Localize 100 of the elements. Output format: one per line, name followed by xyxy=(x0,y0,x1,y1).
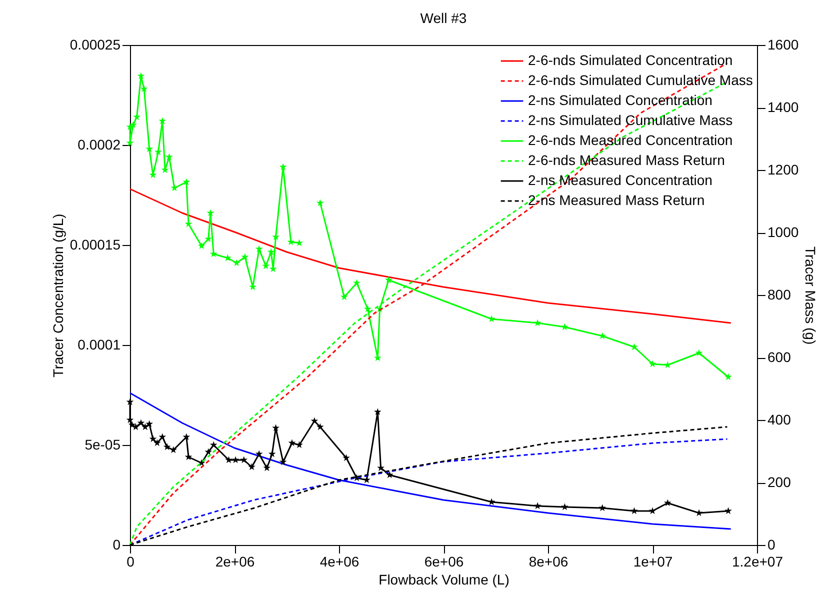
point xyxy=(353,279,360,286)
point xyxy=(232,259,240,266)
y2-tick-label: 1000 xyxy=(768,224,799,240)
point xyxy=(198,242,206,250)
chart-title: Well #3 xyxy=(420,10,467,26)
point xyxy=(166,153,173,160)
y2-tick-label: 1400 xyxy=(768,99,799,115)
x-tick-label: 1.2e+07 xyxy=(732,554,784,570)
y-tick-label: 0.00025 xyxy=(70,36,121,52)
legend-label: 2-ns Measured Mass Return xyxy=(528,192,705,208)
point xyxy=(534,502,542,510)
point xyxy=(153,439,161,446)
point xyxy=(141,423,149,430)
y-tick-label: 0.00015 xyxy=(70,236,121,252)
point xyxy=(184,453,192,460)
point xyxy=(182,178,190,186)
point xyxy=(267,248,275,256)
point xyxy=(279,458,287,466)
point xyxy=(241,253,249,260)
point xyxy=(561,323,568,330)
point xyxy=(224,254,232,262)
point xyxy=(664,361,672,368)
y2-tick-label: 1600 xyxy=(768,36,799,52)
point xyxy=(316,199,324,206)
point xyxy=(695,349,703,356)
y2-tick-label: 1200 xyxy=(768,162,799,178)
point xyxy=(225,456,232,464)
point xyxy=(129,121,137,128)
x-axis-title: Flowback Volume (L) xyxy=(378,572,510,588)
point xyxy=(272,424,280,432)
point xyxy=(534,319,542,326)
point xyxy=(137,72,145,80)
point xyxy=(598,332,606,340)
x-tick-label: 1e+07 xyxy=(633,554,673,570)
x-tick-label: 6e+06 xyxy=(424,554,464,570)
point xyxy=(374,408,382,416)
point xyxy=(342,454,350,462)
point xyxy=(630,507,638,514)
point xyxy=(163,443,171,450)
point xyxy=(724,373,732,380)
point xyxy=(268,450,276,458)
point xyxy=(262,262,270,270)
y-axis-title: Tracer Concentration (g/L) xyxy=(50,214,66,378)
point xyxy=(133,113,140,120)
x-tick-label: 0 xyxy=(126,554,135,570)
point xyxy=(210,441,218,448)
point xyxy=(170,184,178,192)
point xyxy=(255,245,263,252)
point xyxy=(149,435,157,442)
x-tick-label: 4e+06 xyxy=(320,554,360,570)
point xyxy=(206,209,214,216)
point xyxy=(630,343,638,350)
point xyxy=(182,433,190,440)
point xyxy=(140,85,148,92)
y2-tick-label: 600 xyxy=(768,349,792,365)
point xyxy=(279,163,287,170)
point xyxy=(137,419,145,426)
point xyxy=(340,293,348,300)
point xyxy=(158,117,166,124)
point xyxy=(561,503,568,510)
point xyxy=(316,423,324,430)
point xyxy=(664,499,672,506)
y2-tick-label: 0 xyxy=(768,536,776,552)
legend-label: 2-6-nds Simulated Cumulative Mass xyxy=(528,72,753,88)
point xyxy=(310,417,318,424)
point xyxy=(146,145,154,152)
y-tick-label: 0 xyxy=(112,536,121,552)
y2-tick-label: 800 xyxy=(768,286,792,302)
point xyxy=(170,446,178,454)
legend-label: 2-6-nds Simulated Concentration xyxy=(528,52,733,68)
legend-label: 2-6-nds Measured Concentration xyxy=(528,132,733,148)
point xyxy=(158,433,166,440)
y-tick-label: 0.0002 xyxy=(78,136,121,152)
point xyxy=(248,463,256,470)
y2-axis-title: Tracer Mass (g) xyxy=(802,246,819,345)
point xyxy=(648,360,656,368)
point xyxy=(288,439,296,446)
point xyxy=(648,507,656,514)
y-tick-label: 5e-05 xyxy=(84,436,121,452)
point xyxy=(154,148,162,156)
point xyxy=(724,507,732,514)
point xyxy=(377,464,384,472)
point xyxy=(287,238,295,246)
point xyxy=(240,456,248,464)
point xyxy=(146,420,154,428)
point xyxy=(296,239,303,246)
point xyxy=(386,471,394,478)
y2-tick-label: 200 xyxy=(768,474,792,490)
point xyxy=(272,233,280,240)
y-tick-label: 0.0001 xyxy=(78,336,121,352)
legend-label: 2-6-nds Measured Mass Return xyxy=(528,152,725,168)
point xyxy=(232,456,240,464)
point xyxy=(204,235,212,242)
point xyxy=(384,276,392,284)
point xyxy=(255,450,263,458)
point xyxy=(364,305,372,312)
point xyxy=(598,504,606,512)
point xyxy=(263,464,271,472)
point xyxy=(126,398,134,406)
point xyxy=(363,476,370,484)
